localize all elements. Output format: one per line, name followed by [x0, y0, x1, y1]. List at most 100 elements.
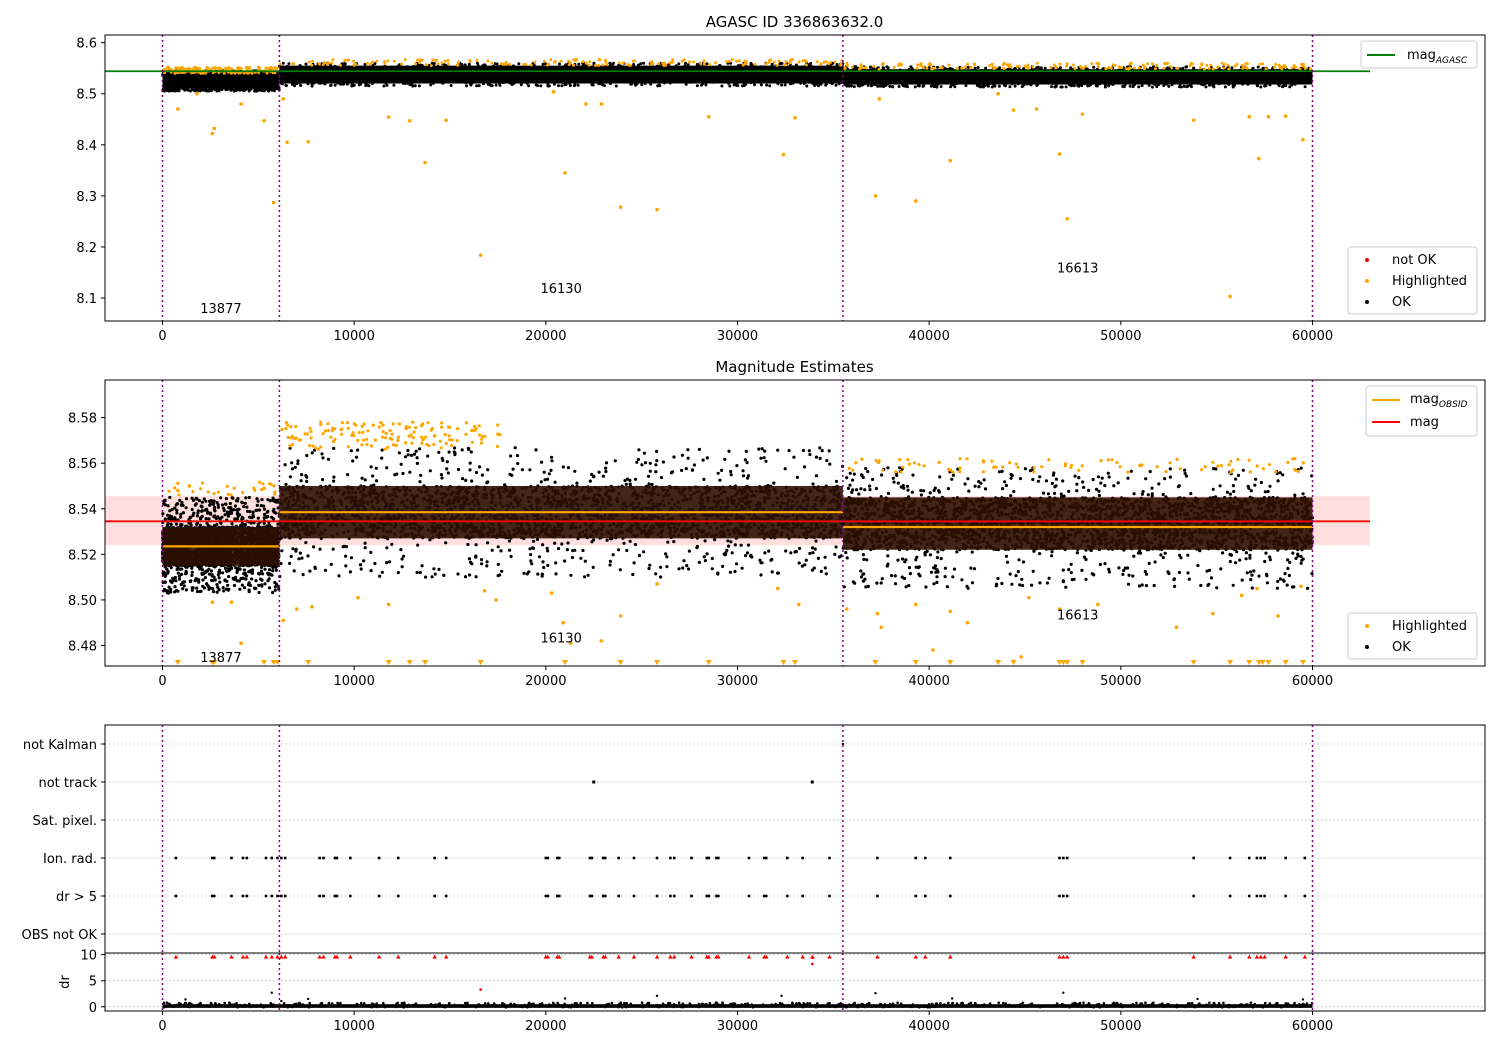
y-tick-label-2-3: 8.54	[68, 503, 97, 518]
y-tick-label-1-2: 8.3	[76, 190, 97, 205]
y-tick-label-4-0: 0	[89, 1001, 97, 1016]
flag-not-track-point-1	[810, 780, 814, 784]
flag-ion-point-43	[828, 856, 831, 860]
clipped-marker-29	[1255, 660, 1262, 665]
clipped-marker-28	[1246, 660, 1253, 665]
dr-clipped-red-8	[275, 954, 280, 959]
highlighted-point-2-37	[1255, 586, 1259, 591]
panel-flags: OBS not OK dr > 5 Ion. rad. Sat. pixel. not …	[22, 724, 1486, 954]
clipped-marker-17	[872, 660, 879, 665]
flag-dr-point-44	[876, 894, 879, 898]
highlighted-fringe-2	[167, 420, 1305, 497]
ok-band-1-2	[842, 69, 1313, 85]
flag-ion-point-9	[280, 856, 283, 860]
x-tick-label-1-0: 0	[158, 329, 166, 344]
highlighted-point-1-27	[948, 158, 953, 163]
ok-points-2-segment-1	[277, 446, 845, 579]
highlighted-point-2-0	[176, 488, 180, 493]
flag-dr-point-52	[1228, 894, 1232, 898]
highlighted-point-2-16	[568, 641, 573, 646]
flag-dr-point-55	[1259, 894, 1263, 898]
dr-black-outlier-8	[950, 997, 954, 1000]
flag-ion-point-4	[241, 856, 245, 860]
flag-dr-point-13	[333, 894, 337, 898]
highlighted-point-1-11	[407, 119, 412, 123]
dr-black-outlier-1	[270, 991, 273, 994]
flag-ion-point-3	[230, 856, 233, 860]
flag-dr-point-27	[603, 894, 607, 898]
flag-dr-point-32	[672, 894, 676, 898]
dr-clipped-red-14	[334, 954, 340, 959]
dr-clipped-red-19	[443, 954, 449, 959]
panel-1-title: AGASC ID 336863632.0	[706, 13, 884, 31]
dr-clipped-red-33	[689, 954, 694, 959]
flag-ion-point-49	[1062, 856, 1065, 860]
dr-clipped-red-48	[948, 954, 953, 959]
legend-not-ok: not OK	[1392, 253, 1437, 268]
clipped-marker-30	[1259, 660, 1266, 665]
flag-dr-point-0	[174, 894, 178, 898]
dr-clipped-red	[173, 954, 1308, 959]
dr-black-outlier-7	[874, 992, 877, 995]
flag-ion-point-14	[335, 856, 339, 860]
flag-dr-point-18	[433, 894, 436, 898]
dr-clipped-red-47	[923, 954, 928, 959]
y-tick-label-1-5: 8.6	[76, 37, 97, 52]
clipped-marker-7	[385, 660, 392, 665]
flag-ion-point-35	[707, 856, 711, 860]
flag-ion-point-17	[396, 856, 400, 860]
dr-black-outlier-6	[780, 994, 783, 998]
highlighted-points-1	[176, 89, 1305, 299]
flag-dr-point-40	[764, 894, 768, 898]
dr-black-outlier-9	[1062, 991, 1065, 994]
legend-highlighted-1: Highlighted	[1392, 274, 1467, 289]
flag-dr-point-46	[924, 894, 927, 898]
highlighted-point-2-23	[875, 611, 880, 616]
y-tick-label-2-0: 8.48	[68, 639, 97, 654]
dr-black-outlier-4	[563, 997, 567, 1000]
flag-ion-point-19	[444, 856, 448, 860]
flag-ion-point-31	[669, 856, 672, 860]
flag-dr-point-37	[717, 894, 720, 898]
panel-2-frame	[104, 379, 1486, 667]
obsid-label-1-1: 16130	[540, 282, 581, 297]
highlighted-point-2-10	[386, 602, 391, 607]
panel-2-title: Magnitude Estimates	[715, 358, 873, 376]
obsid-label-1-0: 13877	[200, 302, 241, 317]
flag-ion-point-1	[211, 856, 214, 860]
flag-ion-point-55	[1259, 856, 1263, 860]
clipped-marker-32	[1282, 660, 1289, 665]
flag-dr-point-22	[556, 894, 559, 898]
y-tick-label-2-1: 8.50	[68, 594, 97, 609]
obsid-label-2-0: 13877	[200, 651, 241, 666]
x-tick-label-1-1: 10000	[333, 329, 374, 344]
x-tick-label-2-6: 60000	[1292, 674, 1333, 689]
obsid-label-1-2: 16613	[1057, 261, 1098, 276]
clipped-marker-31	[1265, 660, 1272, 665]
x-tick-label-2-4: 40000	[908, 674, 949, 689]
clipped-marker-20	[995, 660, 1002, 665]
flag-ion-point-42	[801, 856, 804, 860]
flag-dr-point-25	[590, 894, 594, 898]
x-tick-label-4-1: 10000	[333, 1019, 374, 1034]
highlighted-point-2-14	[549, 591, 554, 595]
legend-mag: mag	[1410, 415, 1439, 430]
flag-dr-point-29	[632, 894, 636, 898]
ok-band-1-1	[279, 65, 843, 84]
flag-dr-point-41	[786, 894, 789, 898]
flag-ion-point-0	[174, 856, 178, 860]
flag-dr-point-28	[617, 894, 620, 898]
x-tick-label-4-4: 40000	[908, 1019, 949, 1034]
clipped-marker-16	[792, 660, 798, 665]
dr-clipped-red-16	[376, 954, 382, 959]
flag-ion-point-56	[1263, 856, 1266, 860]
clipped-marker-23	[1060, 660, 1067, 665]
flag-dr-point-9	[280, 894, 283, 898]
highlighted-point-1-38	[1301, 137, 1305, 142]
dr-clipped-red-2	[212, 954, 217, 959]
dr-clipped-red-35	[706, 954, 711, 959]
highlighted-point-1-16	[563, 171, 567, 175]
flag-label-2: Ion. rad.	[43, 852, 97, 867]
highlighted-points-2	[176, 434, 1303, 659]
highlighted-point-1-23	[793, 115, 797, 120]
